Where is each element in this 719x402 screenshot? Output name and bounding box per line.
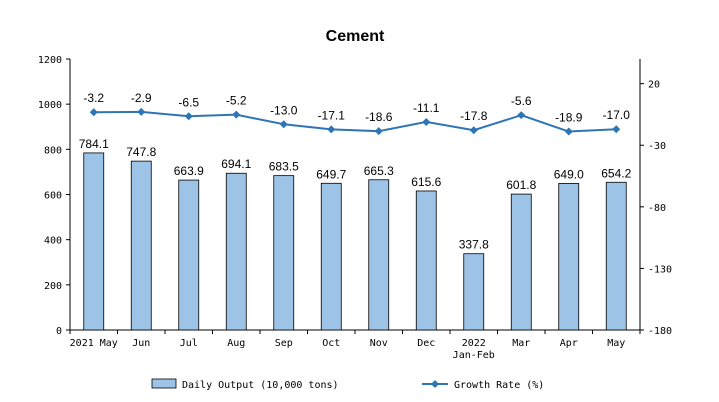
legend-label-daily-output: Daily Output (10,000 tons): [182, 380, 339, 391]
bar: [463, 253, 485, 331]
x-tick-label: Dec: [417, 338, 435, 349]
left-tick-label: 200: [44, 281, 62, 292]
bar-value-label: 663.9: [174, 164, 204, 178]
line-value-label: -18.9: [555, 111, 583, 125]
x-tick-label: Jul: [180, 338, 198, 349]
line-value-label: -5.6: [511, 94, 532, 108]
bar: [273, 175, 295, 331]
x-tick-label: Jan-Feb: [453, 350, 495, 361]
x-tick-label: Sep: [275, 338, 293, 349]
legend-label-growth-rate: Growth Rate (%): [454, 380, 544, 391]
x-tick-label: Oct: [322, 338, 340, 349]
bar-value-label: 649.0: [554, 167, 584, 181]
bar-value-label: 747.8: [126, 145, 156, 159]
line-point: [422, 117, 431, 126]
bar-value-label: 337.8: [459, 238, 489, 252]
x-tick-label: Jun: [132, 338, 150, 349]
bar: [225, 172, 247, 331]
legend-swatch-daily-output: [151, 378, 177, 389]
bar-value-label: 649.7: [316, 167, 346, 181]
right-tick-label: -30: [648, 141, 666, 152]
line-value-label: -2.9: [131, 91, 152, 105]
x-tick-label: Mar: [512, 338, 530, 349]
bar-value-label: 694.1: [221, 157, 251, 171]
line-point: [184, 112, 193, 121]
bar: [83, 152, 105, 331]
bar-value-label: 615.6: [411, 175, 441, 189]
x-tick-label: May: [607, 338, 625, 349]
plot-area: 0 200 400 600 800 1000 1200 -180 -130 -80 -30 20 202…: [38, 55, 672, 361]
line-value-label: -17.8: [460, 109, 488, 123]
line-point: [137, 107, 146, 116]
line-point: [279, 120, 288, 129]
left-tick-label: 400: [44, 236, 62, 247]
bar-value-label: 665.3: [364, 164, 394, 178]
growth-rate-line: [93, 110, 617, 133]
chart-title: Cement: [326, 28, 385, 45]
x-tick-label: Nov: [370, 338, 388, 349]
line-point: [232, 110, 241, 119]
x-tick-label: 2021 May: [70, 338, 118, 349]
line-value-label: -5.2: [226, 94, 247, 108]
line-value-label: -3.2: [83, 91, 104, 105]
bar-value-label: 784.1: [79, 137, 109, 151]
line-value-label: -18.6: [365, 110, 393, 124]
line-value-label: -13.0: [270, 103, 298, 117]
left-tick-label: 1000: [38, 100, 62, 111]
line-point: [374, 127, 383, 136]
bar: [558, 183, 580, 331]
line-point: [564, 127, 573, 136]
line-value-label: -17.0: [603, 108, 631, 122]
line-value-label: -6.5: [178, 95, 199, 109]
line-point: [612, 125, 621, 134]
line-point: [517, 111, 526, 120]
bar: [130, 160, 152, 331]
line-point: [89, 108, 98, 117]
right-tick-label: -180: [648, 326, 672, 337]
line-point: [327, 125, 336, 134]
bar: [510, 193, 532, 331]
x-tick-label: Aug: [227, 338, 245, 349]
bar: [368, 179, 390, 331]
right-tick-label: -130: [648, 264, 672, 275]
left-tick-label: 600: [44, 191, 62, 202]
bar-value-label: 683.5: [269, 160, 299, 174]
bar-value-label: 601.8: [506, 178, 536, 192]
bar-value-label: 654.2: [601, 166, 631, 180]
right-tick-label: -80: [648, 203, 666, 214]
right-tick-label: 20: [648, 80, 660, 91]
bar: [415, 190, 437, 331]
bar: [605, 181, 627, 331]
bar: [178, 179, 200, 331]
bar: [320, 182, 342, 331]
line-value-label: -17.1: [318, 108, 346, 122]
legend: Daily Output (10,000 tons) Growth Rate (%…: [151, 378, 544, 391]
legend-marker-growth-rate: [431, 380, 439, 388]
x-tick-label: 2022: [462, 338, 486, 349]
left-tick-label: 1200: [38, 55, 62, 66]
line-value-label: -11.1: [413, 101, 440, 115]
line-point: [469, 126, 478, 135]
x-tick-label: Apr: [560, 338, 578, 349]
left-tick-label: 0: [56, 326, 62, 337]
left-tick-label: 800: [44, 145, 62, 156]
